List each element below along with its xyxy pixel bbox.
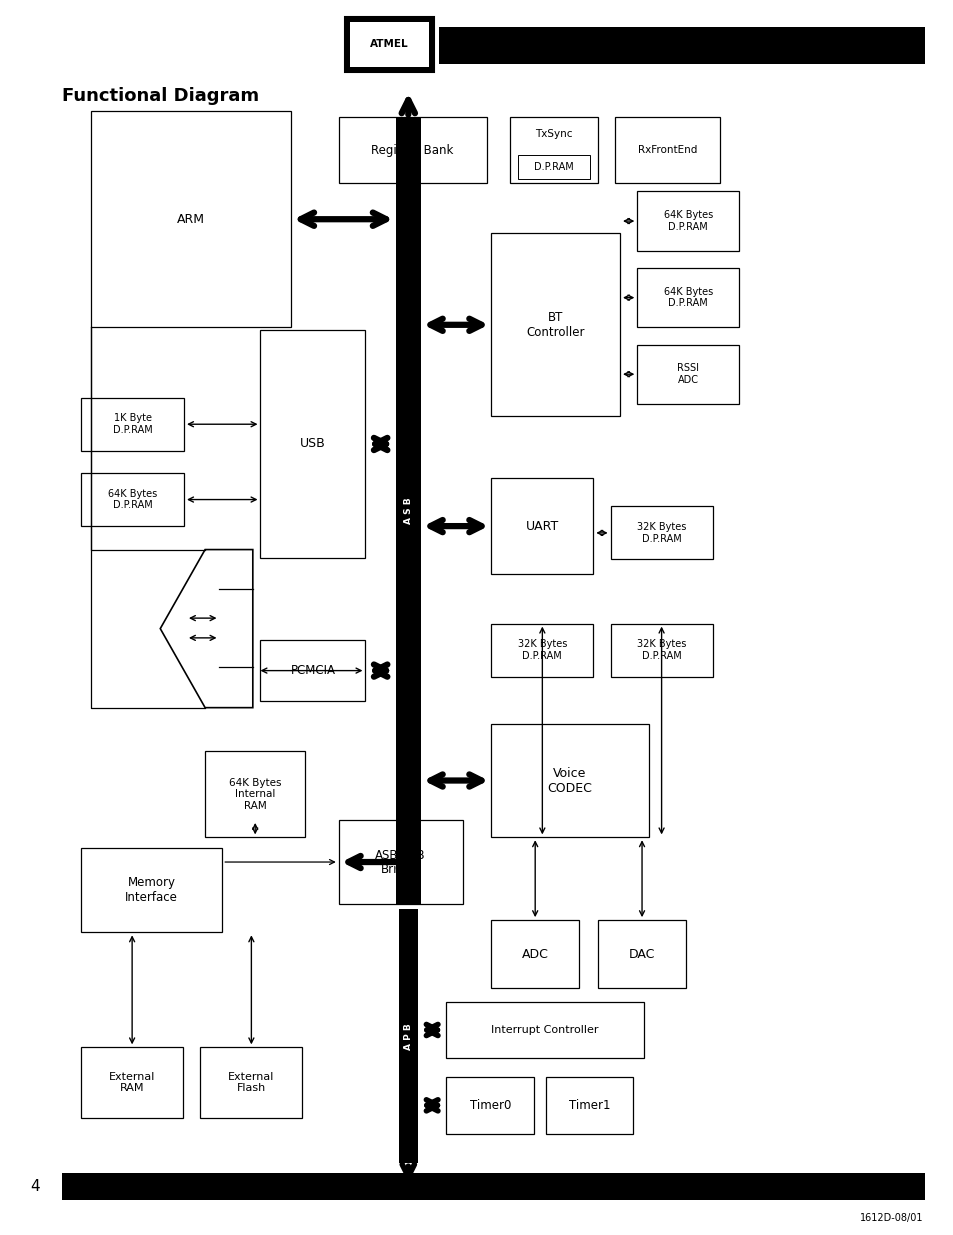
FancyBboxPatch shape <box>345 17 434 72</box>
FancyBboxPatch shape <box>510 117 598 183</box>
FancyBboxPatch shape <box>260 330 365 558</box>
FancyBboxPatch shape <box>610 624 712 677</box>
Polygon shape <box>160 550 253 708</box>
Text: External
RAM: External RAM <box>109 1072 155 1093</box>
FancyBboxPatch shape <box>200 1047 302 1118</box>
Text: ASB/APB
Bridge: ASB/APB Bridge <box>375 848 426 876</box>
FancyBboxPatch shape <box>260 640 365 701</box>
Text: DAC: DAC <box>628 947 655 961</box>
Text: Voice
CODEC: Voice CODEC <box>547 767 592 794</box>
Text: BT
Controller: BT Controller <box>526 311 584 338</box>
FancyBboxPatch shape <box>81 473 184 526</box>
FancyBboxPatch shape <box>610 506 712 559</box>
Text: USB: USB <box>300 437 325 451</box>
Text: 64K Bytes
Internal
RAM: 64K Bytes Internal RAM <box>229 778 281 810</box>
Text: TxSync: TxSync <box>535 130 573 140</box>
FancyBboxPatch shape <box>81 848 222 932</box>
Text: 64K Bytes
D.P.RAM: 64K Bytes D.P.RAM <box>663 287 712 309</box>
FancyBboxPatch shape <box>491 624 593 677</box>
Text: D.P.RAM: D.P.RAM <box>534 162 574 172</box>
Text: External
Flash: External Flash <box>228 1072 274 1093</box>
FancyBboxPatch shape <box>491 233 619 416</box>
Text: A P B: A P B <box>403 1023 413 1050</box>
Text: 32K Bytes
D.P.RAM: 32K Bytes D.P.RAM <box>637 640 685 661</box>
Text: ARM: ARM <box>176 212 205 226</box>
FancyBboxPatch shape <box>637 345 739 404</box>
Text: RxFrontEnd: RxFrontEnd <box>638 144 697 156</box>
Text: 64K Bytes
D.P.RAM: 64K Bytes D.P.RAM <box>663 210 712 232</box>
Text: Memory
Interface: Memory Interface <box>125 877 178 904</box>
Text: Timer0: Timer0 <box>469 1099 511 1112</box>
FancyBboxPatch shape <box>62 1173 924 1200</box>
FancyBboxPatch shape <box>517 156 590 179</box>
Text: UART: UART <box>525 520 558 532</box>
FancyBboxPatch shape <box>338 117 486 183</box>
Text: Functional Diagram: Functional Diagram <box>62 88 259 105</box>
FancyBboxPatch shape <box>491 724 648 837</box>
Text: Interrupt Controller: Interrupt Controller <box>491 1025 598 1035</box>
Text: RSSI
ADC: RSSI ADC <box>677 363 699 385</box>
Text: 4: 4 <box>30 1179 40 1194</box>
FancyBboxPatch shape <box>350 22 429 67</box>
Text: 32K Bytes
D.P.RAM: 32K Bytes D.P.RAM <box>637 522 685 543</box>
FancyBboxPatch shape <box>446 1002 643 1058</box>
Text: A S B: A S B <box>403 498 413 524</box>
Text: AT76C551: AT76C551 <box>69 1172 239 1202</box>
FancyBboxPatch shape <box>545 1077 633 1134</box>
Text: ADC: ADC <box>521 947 548 961</box>
Text: ATMEL: ATMEL <box>370 40 408 49</box>
Text: PCMCIA: PCMCIA <box>290 664 335 677</box>
FancyBboxPatch shape <box>446 1077 534 1134</box>
FancyBboxPatch shape <box>81 1047 183 1118</box>
FancyBboxPatch shape <box>637 191 739 251</box>
FancyBboxPatch shape <box>598 920 685 988</box>
Text: Register Bank: Register Bank <box>371 143 454 157</box>
FancyBboxPatch shape <box>438 27 924 64</box>
Text: 64K Bytes
D.P.RAM: 64K Bytes D.P.RAM <box>108 489 157 510</box>
FancyBboxPatch shape <box>637 268 739 327</box>
Text: 1K Byte
D.P.RAM: 1K Byte D.P.RAM <box>112 414 152 435</box>
Text: Timer1: Timer1 <box>568 1099 610 1112</box>
FancyBboxPatch shape <box>91 111 291 327</box>
FancyBboxPatch shape <box>205 751 305 837</box>
FancyBboxPatch shape <box>615 117 720 183</box>
FancyBboxPatch shape <box>395 117 420 904</box>
FancyBboxPatch shape <box>398 909 417 1163</box>
FancyBboxPatch shape <box>491 920 578 988</box>
FancyBboxPatch shape <box>491 478 593 574</box>
Text: 32K Bytes
D.P.RAM: 32K Bytes D.P.RAM <box>517 640 566 661</box>
Text: 1612D-08/01: 1612D-08/01 <box>859 1213 923 1223</box>
FancyBboxPatch shape <box>81 398 184 451</box>
FancyBboxPatch shape <box>338 820 462 904</box>
